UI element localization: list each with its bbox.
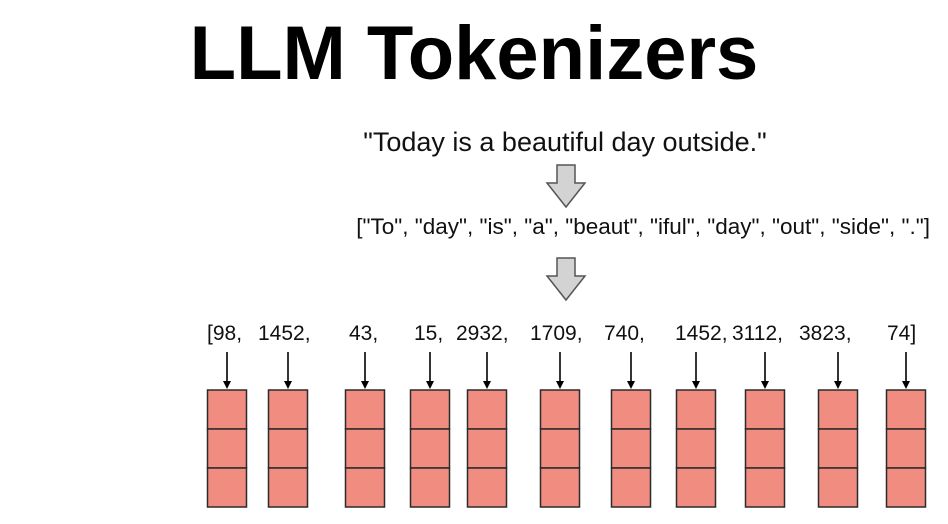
embedding-vector xyxy=(267,389,309,508)
embedding-vector xyxy=(610,389,652,508)
embedding-cell xyxy=(539,428,581,469)
embedding-cell xyxy=(744,428,786,469)
token-id: 2932, xyxy=(456,322,509,345)
token-id: 3112, xyxy=(732,322,783,345)
input-sentence: "Today is a beautiful day outside." xyxy=(363,127,767,157)
embedding-cell xyxy=(267,389,309,430)
arrowhead xyxy=(361,381,369,389)
page-title: LLM Tokenizers xyxy=(189,11,759,96)
token-id: 1452, xyxy=(675,322,728,345)
arrowhead xyxy=(426,381,434,389)
embedding-vectors xyxy=(206,389,927,508)
embedding-cell xyxy=(817,389,859,430)
token-id: 43, xyxy=(349,322,378,345)
embedding-cell xyxy=(610,428,652,469)
embedding-cell xyxy=(817,428,859,469)
embedding-cell xyxy=(675,467,717,508)
arrowhead xyxy=(556,381,564,389)
token-id: 74] xyxy=(887,322,916,345)
arrowhead xyxy=(834,381,842,389)
arrowhead xyxy=(902,381,910,389)
embedding-cell xyxy=(675,428,717,469)
embedding-cell xyxy=(817,467,859,508)
token-id: [98, xyxy=(207,322,242,345)
embedding-cell xyxy=(466,467,508,508)
token-id-row: [98, 1452, 43, 15, 2932, 1709, 740, 1452, 3112, 3… xyxy=(207,322,916,345)
arrowhead xyxy=(761,381,769,389)
embedding-vector xyxy=(206,389,248,508)
token-id: 15, xyxy=(414,322,443,345)
embedding-cell xyxy=(610,467,652,508)
arrowhead xyxy=(627,381,635,389)
arrowhead xyxy=(223,381,231,389)
embedding-vector xyxy=(744,389,786,508)
embedding-cell xyxy=(409,389,451,430)
embedding-cell xyxy=(344,467,386,508)
embedding-cell xyxy=(344,428,386,469)
embedding-cell xyxy=(466,428,508,469)
embedding-vector xyxy=(409,389,451,508)
token-id: 1709, xyxy=(530,322,583,345)
down-arrow-icon xyxy=(545,164,587,209)
embedding-cell xyxy=(267,428,309,469)
embedding-cell xyxy=(744,389,786,430)
arrowhead xyxy=(284,381,292,389)
token-id: 740, xyxy=(604,322,645,345)
embedding-vector xyxy=(539,389,581,508)
token-list: ["To", "day", "is", "a", "beaut", "iful"… xyxy=(356,214,930,239)
pointer-arrows xyxy=(223,352,910,389)
embedding-cell xyxy=(539,389,581,430)
embedding-cell xyxy=(610,389,652,430)
embedding-vector xyxy=(466,389,508,508)
embedding-cell xyxy=(675,389,717,430)
embedding-cell xyxy=(206,389,248,430)
embedding-cell xyxy=(885,428,927,469)
embedding-cell xyxy=(885,467,927,508)
embedding-cell xyxy=(539,467,581,508)
embedding-cell xyxy=(409,467,451,508)
embedding-cell xyxy=(344,389,386,430)
token-id: 1452, xyxy=(258,322,311,345)
embedding-cell xyxy=(206,467,248,508)
embedding-cell xyxy=(744,467,786,508)
embedding-vector xyxy=(675,389,717,508)
embedding-vector xyxy=(344,389,386,508)
down-arrow-icon xyxy=(545,257,587,302)
embedding-vector xyxy=(885,389,927,508)
arrowhead xyxy=(692,381,700,389)
embedding-cell xyxy=(885,389,927,430)
token-id: 3823, xyxy=(799,322,852,345)
embedding-cell xyxy=(466,389,508,430)
arrowhead xyxy=(483,381,491,389)
embedding-cell xyxy=(267,467,309,508)
embedding-cell xyxy=(206,428,248,469)
embedding-vector xyxy=(817,389,859,508)
embedding-cell xyxy=(409,428,451,469)
